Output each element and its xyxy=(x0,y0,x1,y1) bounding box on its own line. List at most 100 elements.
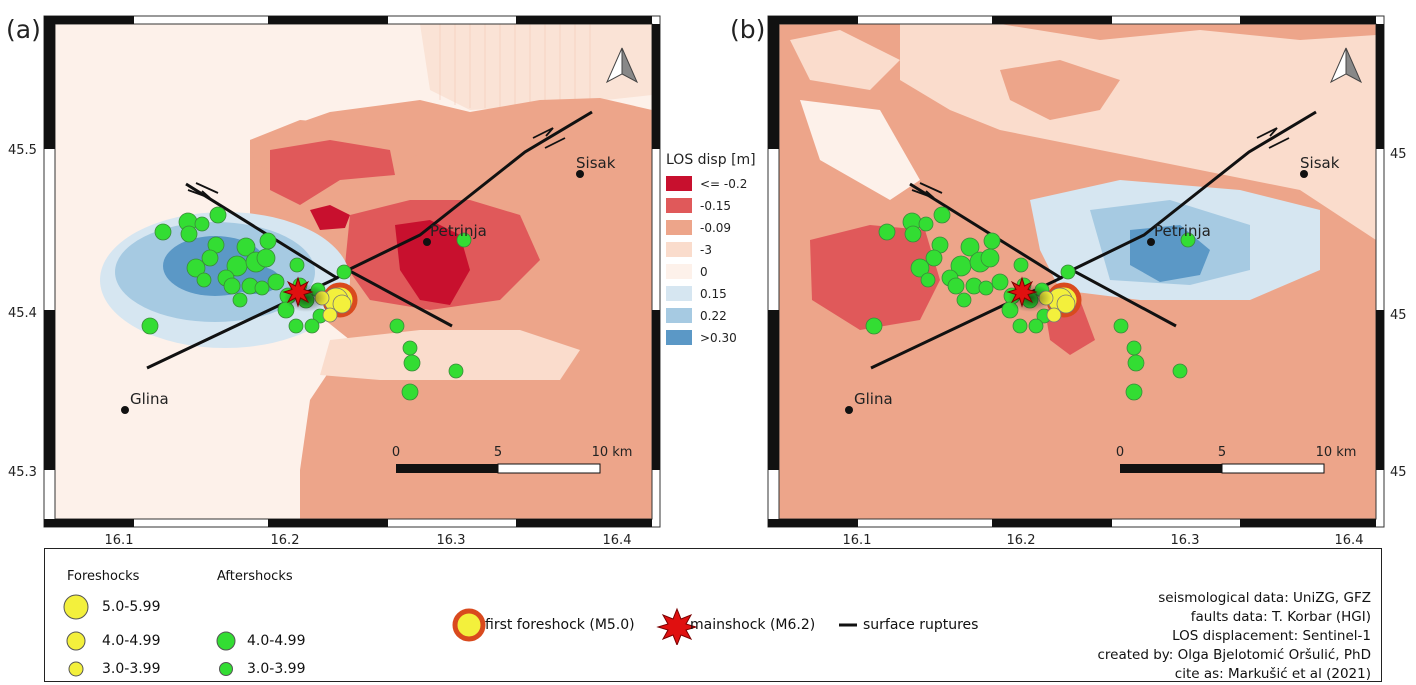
aftershock-point xyxy=(910,258,930,278)
place-sisak: Sisak xyxy=(576,154,616,172)
los-class-label: -0.15 xyxy=(700,199,731,213)
aftershock-point xyxy=(456,232,472,248)
foreshock-point xyxy=(1056,294,1076,314)
lon-tick: 16.1 xyxy=(843,533,872,548)
north-arrow-icon xyxy=(605,47,639,84)
los-class-label: <= -0.2 xyxy=(700,177,747,191)
los-class-label: 0.22 xyxy=(700,309,727,323)
aftershock-3-symbol xyxy=(219,662,233,676)
los-swatch xyxy=(666,308,692,323)
aftershock-class: 3.0-3.99 xyxy=(247,661,306,677)
scalebar-b xyxy=(1120,463,1325,474)
credit-line: created by: Olga Bjelotomić Oršulić, PhD xyxy=(1097,647,1371,663)
aftershock-point xyxy=(389,318,405,334)
credit-line: faults data: T. Korbar (HGI) xyxy=(1190,609,1371,625)
los-legend: LOS disp [m] <= -0.2 -0.15 -0.09 -3 0 0.15 0.2… xyxy=(666,152,756,345)
aftershock-point xyxy=(933,206,951,224)
aftershock-point xyxy=(983,232,1001,250)
panel-a-map xyxy=(43,15,661,528)
foreshock-class: 5.0-5.99 xyxy=(102,599,161,615)
scalebar-tick: 10 km xyxy=(592,445,633,460)
aftershock-point xyxy=(236,237,256,257)
aftershock-point xyxy=(991,273,1009,291)
place-sisak: Sisak xyxy=(1300,154,1340,172)
magnitude-symbols xyxy=(63,594,236,677)
first-foreshock-symbol xyxy=(452,608,486,642)
foreshock-4-symbol xyxy=(66,631,86,651)
scalebar-tick: 5 xyxy=(1218,445,1226,460)
aftershock-point xyxy=(448,363,464,379)
aftershock-point xyxy=(1127,354,1145,372)
place-petrinja: Petrinja xyxy=(430,222,487,240)
place-glina: Glina xyxy=(854,390,893,408)
scalebar-a xyxy=(396,463,601,474)
aftershock-point xyxy=(960,237,980,257)
aftershock-point xyxy=(1060,264,1076,280)
aftershock-point xyxy=(304,318,320,334)
north-arrow-icon xyxy=(1329,47,1363,84)
panel-b-label: (b) xyxy=(730,15,765,44)
aftershock-point xyxy=(980,248,1000,268)
foreshock-point xyxy=(332,294,352,314)
foreshock-point xyxy=(322,307,338,323)
first-foreshock-label: first foreshock (M5.0) xyxy=(485,617,635,633)
aftershock-point xyxy=(288,318,304,334)
aftershock-point xyxy=(194,216,210,232)
los-class-label: 0.15 xyxy=(700,287,727,301)
aftershock-point xyxy=(925,249,943,267)
place-petrinja: Petrinja xyxy=(1154,222,1211,240)
aftershock-point xyxy=(256,248,276,268)
los-swatch xyxy=(666,330,692,345)
los-class-label: -0.09 xyxy=(700,221,731,235)
aftershock-class: 4.0-4.99 xyxy=(247,633,306,649)
aftershock-point xyxy=(865,317,883,335)
aftershock-point xyxy=(201,249,219,267)
aftershock-point xyxy=(196,272,212,288)
aftershock-point xyxy=(1180,232,1196,248)
aftershock-point xyxy=(401,383,419,401)
lat-tick: 45.3 xyxy=(8,465,37,480)
los-class-label: >0.30 xyxy=(700,331,737,345)
earthquakes-panel-a xyxy=(141,206,472,401)
mainshock-star-icon xyxy=(1006,276,1038,308)
los-swatch xyxy=(666,242,692,257)
foreshocks-title: Foreshocks xyxy=(67,569,140,584)
aftershock-point xyxy=(336,264,352,280)
aftershock-point xyxy=(186,258,206,278)
aftershocks-title: Aftershocks xyxy=(217,569,293,584)
aftershock-point xyxy=(1125,383,1143,401)
aftershock-point xyxy=(918,216,934,232)
aftershock-point xyxy=(259,232,277,250)
lat-tick: 45.4 xyxy=(8,306,37,321)
legend-panel: Foreshocks Aftershocks 5.0-5.99 4.0-4.99… xyxy=(44,548,1382,682)
aftershock-point xyxy=(223,277,241,295)
aftershock-point xyxy=(403,354,421,372)
los-swatch xyxy=(666,286,692,301)
lon-tick: 16.2 xyxy=(271,533,300,548)
los-swatch xyxy=(666,176,692,191)
aftershock-point xyxy=(254,280,270,296)
map-figure: (a) (b) 45.5 45.4 45.3 45 45 45 16.1 16.… xyxy=(6,15,1407,548)
scalebar-tick: 10 km xyxy=(1316,445,1357,460)
lat-tick-right: 45 xyxy=(1390,308,1407,323)
aftershock-point xyxy=(978,280,994,296)
aftershock-point xyxy=(209,206,227,224)
lon-tick: 16.3 xyxy=(437,533,466,548)
lat-tick-right: 45 xyxy=(1390,465,1407,480)
credit-line: cite as: Markušić et al (2021) xyxy=(1174,666,1371,682)
aftershock-point xyxy=(402,340,418,356)
aftershock-point xyxy=(1126,340,1142,356)
aftershock-point xyxy=(141,317,159,335)
lon-tick: 16.1 xyxy=(105,533,134,548)
panel-a-label: (a) xyxy=(6,15,41,44)
mainshock-star-icon xyxy=(656,607,698,645)
lat-tick: 45.5 xyxy=(8,143,37,158)
credit-line: seismological data: UniZG, GFZ xyxy=(1158,590,1371,606)
aftershock-point xyxy=(878,223,896,241)
lon-tick: 16.4 xyxy=(1335,533,1364,548)
foreshock-class: 3.0-3.99 xyxy=(102,661,161,677)
lon-tick: 16.2 xyxy=(1007,533,1036,548)
los-class-label: 0 xyxy=(700,265,708,279)
foreshock-point xyxy=(1046,307,1062,323)
los-class-label: -3 xyxy=(700,243,712,257)
